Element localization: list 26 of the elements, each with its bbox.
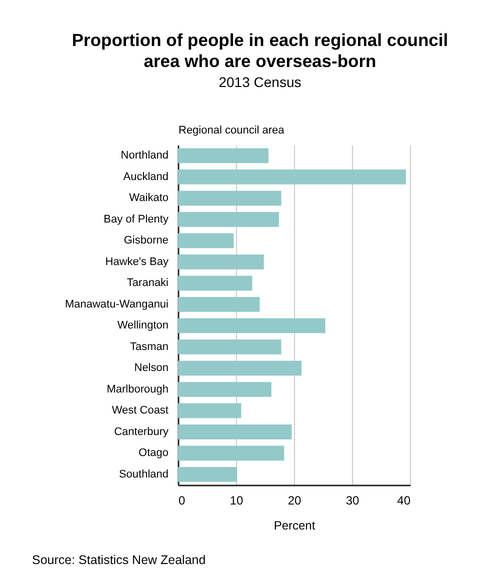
y-tick-label: Nelson (134, 362, 168, 374)
source-note: Source: Statistics New Zealand (32, 553, 206, 567)
y-tick-label: Northland (120, 150, 168, 162)
y-tick-label: Manawatu-Wanganui (64, 298, 168, 310)
x-tick-label: 0 (178, 494, 186, 508)
y-axis-title: Regional council area (178, 124, 286, 136)
x-tick-label: 30 (346, 494, 360, 508)
y-tick-label: Southland (118, 468, 168, 480)
y-tick-label: West Coast (112, 404, 168, 417)
y-tick-label: Auckland (123, 170, 168, 183)
x-tick-label: 20 (288, 494, 302, 508)
x-tick-label: 10 (230, 494, 244, 508)
y-tick-label: Tasman (130, 340, 168, 353)
y-tick-label: Otago (138, 447, 168, 460)
chart-title: Proportion of people in each regional council area who are overseas-born (70, 30, 450, 72)
y-tick-label: Taranaki (126, 277, 168, 290)
x-axis-title: Percent (274, 518, 316, 532)
x-tick-label: 40 (397, 494, 411, 508)
y-tick-label: Canterbury (114, 426, 169, 438)
chart-subtitle: 2013 Census (218, 74, 302, 90)
y-tick-label: Gisborne (124, 234, 168, 247)
y-tick-label: Waikato (129, 192, 168, 204)
y-tick-label: Bay of Plenty (104, 213, 169, 226)
y-tick-label: Wellington (117, 320, 168, 332)
y-tick-label: Marlborough (106, 383, 168, 396)
y-tick-label: Hawke's Bay (105, 256, 169, 268)
